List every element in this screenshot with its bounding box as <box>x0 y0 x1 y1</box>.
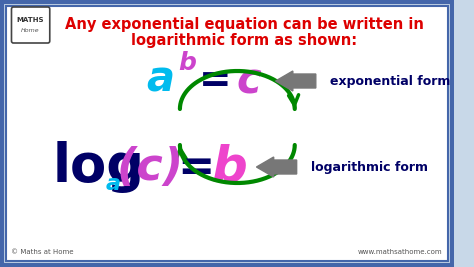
FancyBboxPatch shape <box>6 6 448 261</box>
Text: exponential form: exponential form <box>330 74 450 88</box>
Text: a: a <box>147 58 175 100</box>
Text: log: log <box>53 141 145 193</box>
Text: www.mathsathome.com: www.mathsathome.com <box>357 249 442 255</box>
FancyBboxPatch shape <box>11 7 50 43</box>
FancyArrow shape <box>275 71 316 91</box>
FancyBboxPatch shape <box>2 2 452 265</box>
Text: b: b <box>212 143 247 191</box>
Text: logarithmic form as shown:: logarithmic form as shown: <box>131 33 357 49</box>
Text: =: = <box>199 62 232 100</box>
Text: © Maths at Home: © Maths at Home <box>11 249 74 255</box>
Text: Home: Home <box>21 29 40 33</box>
Text: Any exponential equation can be written in: Any exponential equation can be written … <box>64 17 423 32</box>
Text: MATHS: MATHS <box>17 17 45 23</box>
Text: (c): (c) <box>117 146 184 189</box>
FancyArrow shape <box>256 157 297 177</box>
Text: logarithmic form: logarithmic form <box>311 160 428 174</box>
Text: a: a <box>105 174 120 194</box>
Text: =: = <box>177 146 215 189</box>
Text: c: c <box>237 60 261 102</box>
Text: b: b <box>179 51 197 75</box>
